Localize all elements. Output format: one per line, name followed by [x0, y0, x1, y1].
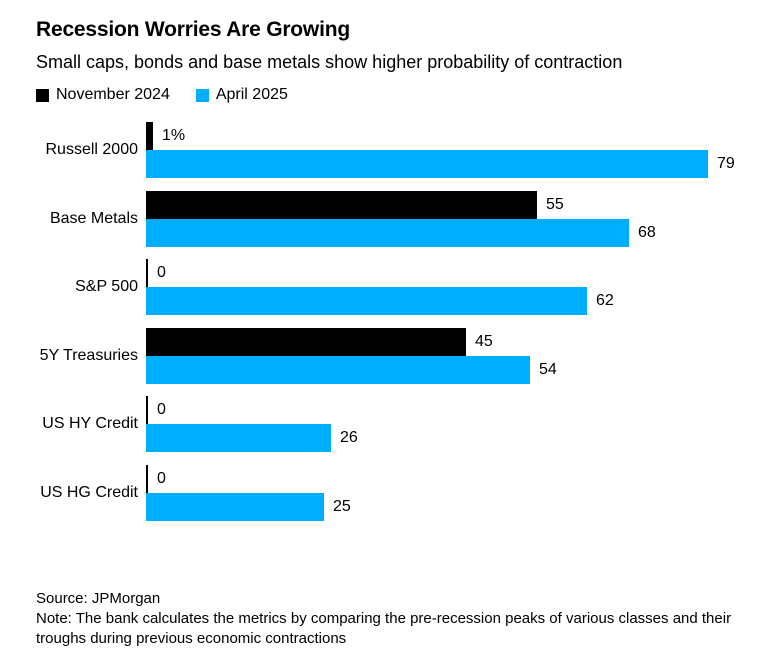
bar-track: 62	[146, 287, 775, 315]
bar-group: 55 68	[146, 190, 775, 247]
bar-april	[146, 492, 324, 521]
bar-track: 1%	[146, 122, 775, 150]
chart-row: US HG Credit 0 25	[0, 464, 775, 521]
bar-track: 26	[146, 424, 775, 452]
bar-track: 54	[146, 355, 775, 384]
bar-track: 79	[146, 150, 775, 178]
bar-group: 45 54	[146, 327, 775, 384]
category-label: S&P 500	[75, 278, 138, 295]
bar-april	[146, 287, 587, 315]
category-label: Base Metals	[49, 209, 138, 227]
bar-track: 25	[146, 492, 775, 521]
value-label: 79	[717, 155, 735, 172]
value-label: 25	[333, 497, 351, 515]
category-label: Russell 2000	[45, 141, 139, 158]
bar-group: 0 25	[146, 464, 775, 521]
chart-row: 5Y Treasuries 45 54	[0, 327, 775, 384]
chart-title: Recession Worries Are Growing	[36, 18, 350, 41]
bar-november	[146, 190, 537, 219]
value-label: 1%	[162, 127, 186, 144]
legend-label: November 2024	[56, 86, 170, 103]
bar-november	[146, 122, 153, 150]
bar-track: 0	[146, 396, 775, 424]
bar-track: 68	[146, 218, 775, 247]
bar-track: 0	[146, 464, 775, 493]
bar-group: 0 26	[146, 396, 775, 452]
bar-track: 45	[146, 327, 775, 356]
legend-item-0: November 2024	[36, 86, 170, 104]
chart-subtitle: Small caps, bonds and base metals show h…	[36, 52, 623, 72]
bar-chart: Russell 2000 1% 79 Base Metals 55 68 S&P 500 0 6…	[0, 122, 775, 521]
legend-swatch-icon	[195, 88, 209, 102]
value-label: 55	[546, 195, 564, 213]
chart-footer: Source: JPMorgan Note: The bank calculat…	[0, 589, 775, 648]
value-label: 0	[157, 264, 166, 281]
bar-november	[146, 396, 148, 424]
category-label: US HG Credit	[40, 483, 138, 501]
value-label: 26	[340, 429, 358, 446]
bar-november	[146, 464, 148, 493]
legend-swatch-icon	[36, 88, 49, 102]
category-label: 5Y Treasuries	[39, 346, 138, 364]
legend-item-1: April 2025	[195, 86, 288, 104]
bar-april	[146, 218, 629, 247]
chart-row: S&P 500 0 62	[0, 259, 775, 315]
methodology-note: Note: The bank calculates the metrics by…	[36, 609, 732, 647]
bar-april	[146, 150, 708, 178]
value-label: 45	[475, 332, 493, 350]
bar-november	[146, 327, 466, 356]
source-note: Source: JPMorgan	[36, 589, 161, 607]
chart-legend: November 2024 April 2025	[36, 86, 775, 104]
bar-group: 1% 79	[146, 122, 775, 178]
bar-april	[146, 355, 530, 384]
value-label: 68	[638, 223, 656, 241]
value-label: 0	[157, 401, 166, 418]
bar-track: 0	[146, 259, 775, 287]
chart-row: Russell 2000 1% 79	[0, 122, 775, 178]
legend-label: April 2025	[215, 86, 288, 103]
chart-row: US HY Credit 0 26	[0, 396, 775, 452]
bar-november	[146, 259, 148, 287]
value-label: 54	[539, 360, 557, 378]
bar-april	[146, 424, 331, 452]
value-label: 62	[596, 292, 614, 309]
value-label: 0	[157, 469, 166, 487]
chart-row: Base Metals 55 68	[0, 190, 775, 247]
bar-group: 0 62	[146, 259, 775, 315]
chart-header: Recession Worries Are Growing Small caps…	[0, 18, 775, 104]
category-label: US HY Credit	[42, 415, 138, 432]
bar-track: 55	[146, 190, 775, 219]
